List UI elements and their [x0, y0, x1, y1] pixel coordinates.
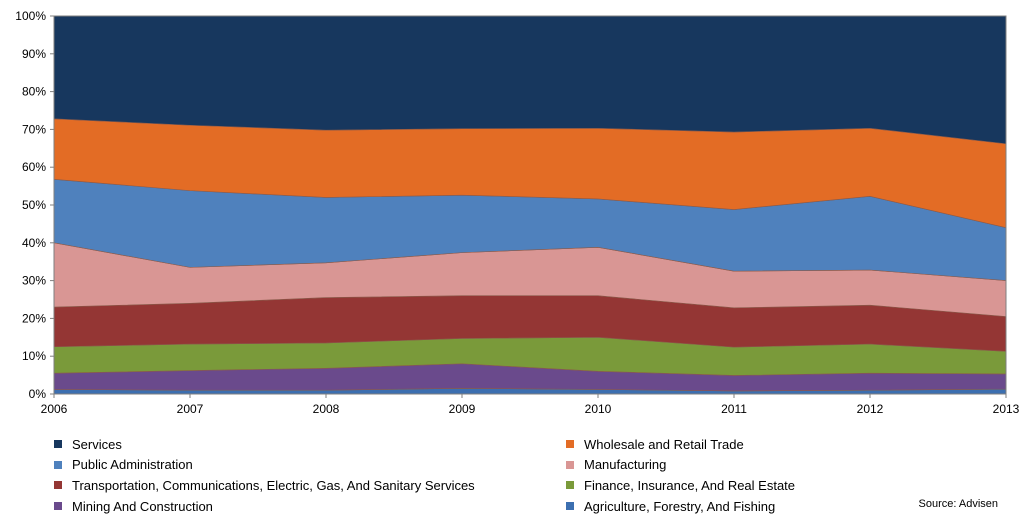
y-tick-label: 20%: [22, 311, 46, 325]
x-tick-label: 2008: [313, 402, 340, 416]
y-tick-label: 80%: [22, 85, 46, 99]
x-tick-label: 2013: [993, 402, 1020, 416]
x-tick-label: 2012: [857, 402, 884, 416]
y-tick-label: 70%: [22, 122, 46, 136]
source-note: Source: Advisen: [918, 498, 999, 510]
y-tick-label: 50%: [22, 198, 46, 212]
x-tick-label: 2010: [585, 402, 612, 416]
axes-group: 0% 10% 20% 30% 40% 50% 60% 70% 80% 90% 100% 2006 200…: [15, 9, 1019, 416]
y-tick-label: 40%: [22, 236, 46, 250]
y-tick-label: 100%: [15, 9, 46, 23]
x-tick-label: 2007: [177, 402, 204, 416]
y-tick-label: 90%: [22, 47, 46, 61]
x-tick-label: 2011: [721, 402, 747, 416]
area-series-group: [53, 15, 1007, 395]
y-tick-label: 10%: [22, 349, 46, 363]
area-services: [53, 15, 1007, 145]
y-tick-label: 30%: [22, 274, 46, 288]
x-tick-label: 2006: [41, 402, 68, 416]
x-tick-label: 2009: [449, 402, 476, 416]
y-tick-label: 60%: [22, 160, 46, 174]
y-tick-label: 0%: [29, 387, 47, 401]
